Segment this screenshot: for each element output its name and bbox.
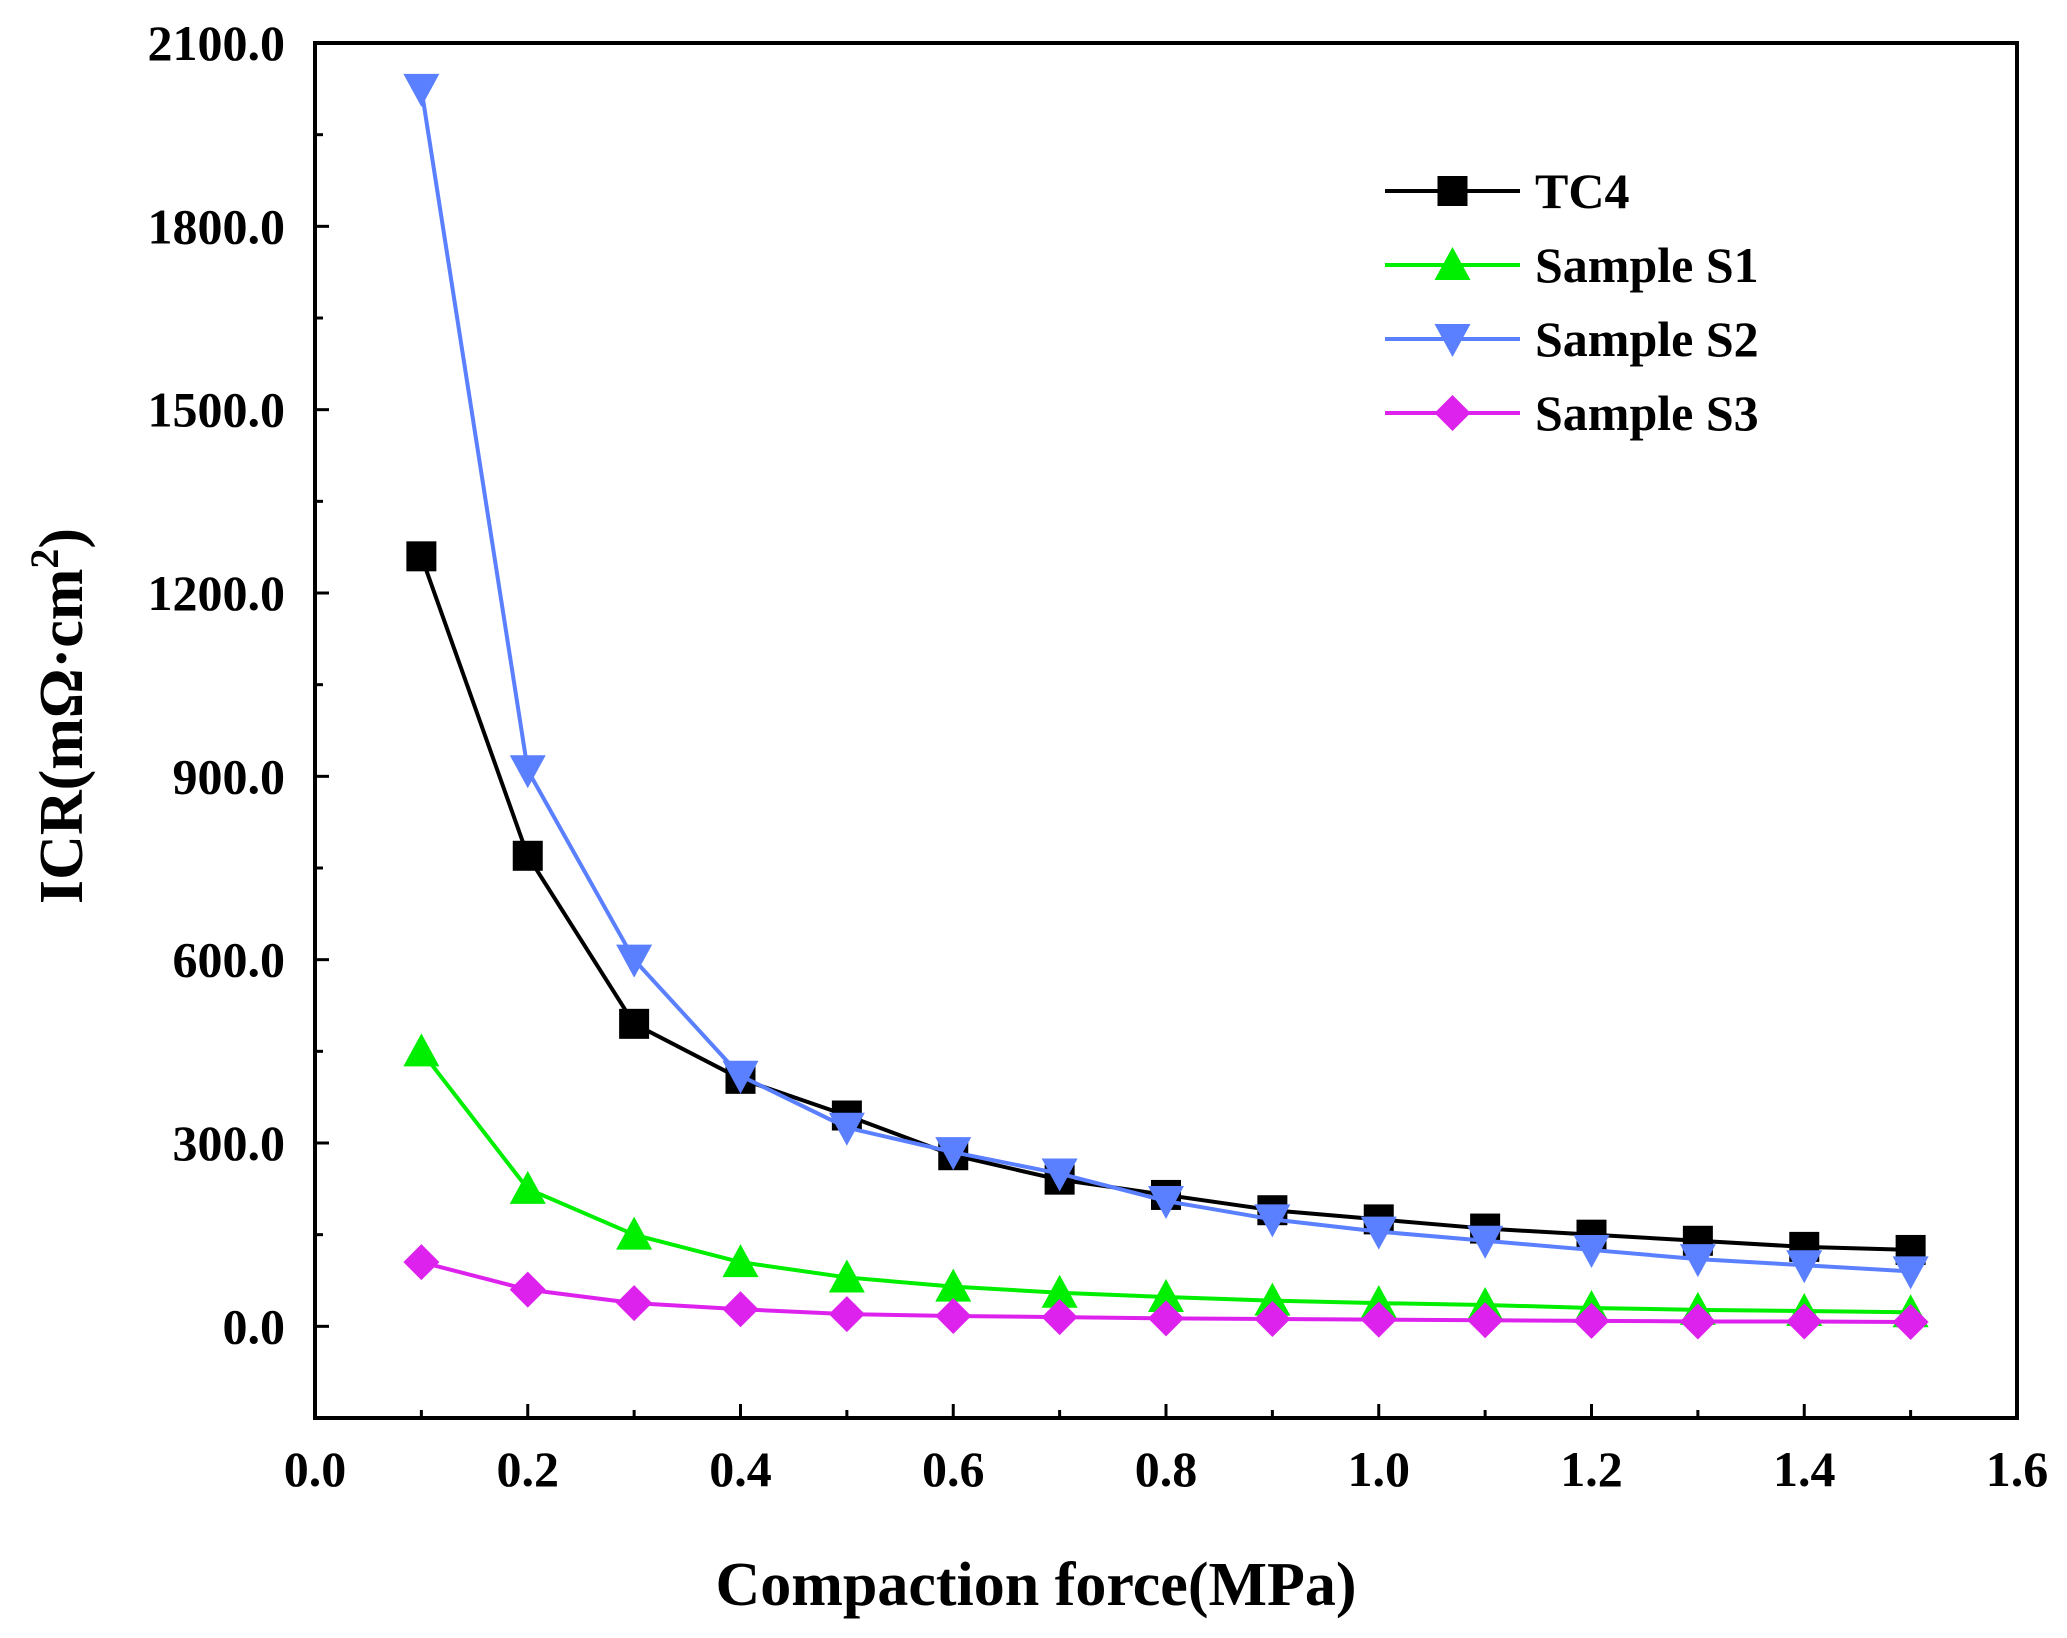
x-axis: 0.0 0.2 0.4 0.6 0.8 1.0 1.2 1.4 1.6 xyxy=(284,1404,2049,1497)
data-point-sample-s2 xyxy=(722,1060,759,1094)
x-tick-label: 0.4 xyxy=(709,1441,772,1497)
y-tick-label: 900.0 xyxy=(173,748,286,804)
x-tick-label: 0.0 xyxy=(284,1441,347,1497)
y-axis-title-close: ) xyxy=(28,528,96,549)
data-point-sample-s1 xyxy=(1254,1282,1291,1316)
data-point-sample-s2 xyxy=(1679,1244,1716,1278)
data-point-sample-s1 xyxy=(616,1216,653,1250)
data-point-sample-s2 xyxy=(1467,1225,1504,1259)
data-point-sample-s1 xyxy=(403,1033,440,1067)
x-tick-label: 0.2 xyxy=(497,1441,560,1497)
data-point-sample-s2 xyxy=(1786,1250,1823,1284)
y-axis: 0.0 300.0 600.0 900.0 1200.0 1500.0 1800.0 2100… xyxy=(148,15,329,1354)
data-point-sample-s2 xyxy=(1360,1216,1397,1250)
series-tc4 xyxy=(406,541,1926,1265)
y-tick-label: 1200.0 xyxy=(148,565,286,621)
series-layer xyxy=(403,73,1929,1341)
data-point-tc4 xyxy=(406,541,437,572)
data-point-sample-s3 xyxy=(935,1297,972,1334)
data-point-sample-s3 xyxy=(1254,1301,1291,1337)
legend-marker xyxy=(1434,395,1471,431)
series-sample-s3 xyxy=(403,1244,1929,1341)
data-point-sample-s2 xyxy=(1041,1158,1078,1192)
data-point-sample-s3 xyxy=(1573,1302,1610,1339)
data-point-sample-s3 xyxy=(1041,1299,1078,1336)
data-point-sample-s3 xyxy=(509,1271,546,1308)
legend-label: Sample S1 xyxy=(1535,237,1759,293)
legend-marker xyxy=(1437,176,1468,206)
legend-label: Sample S2 xyxy=(1535,311,1759,367)
y-tick-label: 1800.0 xyxy=(148,198,286,254)
data-point-sample-s2 xyxy=(616,944,653,978)
x-tick-label: 0.8 xyxy=(1135,1441,1198,1497)
data-point-sample-s3 xyxy=(616,1285,653,1322)
legend-label: Sample S3 xyxy=(1535,385,1759,441)
legend-item-sample-s2: Sample S2 xyxy=(1385,311,1759,367)
x-tick-label: 1.0 xyxy=(1348,1441,1411,1497)
y-tick-label: 0.0 xyxy=(223,1298,286,1354)
y-tick-label: 300.0 xyxy=(173,1115,286,1171)
data-point-sample-s3 xyxy=(1786,1303,1823,1340)
data-point-sample-s2 xyxy=(509,755,546,789)
legend-marker xyxy=(1434,247,1471,280)
data-point-sample-s2 xyxy=(403,73,440,107)
data-point-sample-s3 xyxy=(1360,1301,1397,1338)
data-point-sample-s2 xyxy=(935,1137,972,1171)
data-point-sample-s1 xyxy=(1148,1279,1184,1312)
data-point-sample-s3 xyxy=(828,1296,865,1333)
y-tick-label: 2100.0 xyxy=(148,15,286,71)
y-axis-title-main: ICR(mΩ·cm xyxy=(28,569,96,904)
legend: TC4 Sample S1 Sample S2 Sample S3 xyxy=(1385,163,1759,441)
y-axis-title: ICR(mΩ·cm2) xyxy=(22,528,96,904)
legend-label: TC4 xyxy=(1535,163,1629,219)
y-tick-label: 1500.0 xyxy=(148,382,286,438)
data-point-sample-s1 xyxy=(935,1268,972,1302)
data-point-tc4 xyxy=(512,840,543,871)
data-point-sample-s2 xyxy=(1254,1204,1291,1238)
data-point-sample-s3 xyxy=(1148,1300,1184,1337)
legend-marker xyxy=(1434,324,1471,357)
legend-item-tc4: TC4 xyxy=(1385,163,1629,219)
data-point-tc4 xyxy=(619,1008,650,1039)
series-line-tc4 xyxy=(419,555,1911,1252)
data-point-sample-s1 xyxy=(509,1170,546,1204)
data-point-sample-s2 xyxy=(1892,1256,1929,1290)
x-axis-title: Compaction force(MPa) xyxy=(715,1551,1356,1619)
x-tick-label: 1.4 xyxy=(1773,1441,1836,1497)
data-point-sample-s3 xyxy=(1467,1302,1504,1339)
data-point-sample-s1 xyxy=(1041,1274,1078,1308)
data-point-sample-s2 xyxy=(1148,1186,1184,1220)
data-point-sample-s1 xyxy=(828,1259,865,1293)
data-point-sample-s2 xyxy=(828,1112,865,1146)
x-tick-label: 1.6 xyxy=(1986,1441,2049,1497)
legend-item-sample-s1: Sample S1 xyxy=(1385,237,1759,293)
x-tick-label: 1.2 xyxy=(1560,1441,1623,1497)
data-point-sample-s3 xyxy=(1679,1303,1716,1340)
legend-item-sample-s3: Sample S3 xyxy=(1385,385,1759,441)
x-tick-label: 0.6 xyxy=(922,1441,985,1497)
series-sample-s2 xyxy=(403,73,1929,1290)
data-point-sample-s1 xyxy=(722,1244,759,1278)
data-point-sample-s3 xyxy=(1892,1304,1929,1341)
data-point-sample-s3 xyxy=(722,1291,759,1328)
y-tick-label: 600.0 xyxy=(173,932,286,988)
data-point-sample-s2 xyxy=(1573,1234,1610,1268)
data-point-sample-s3 xyxy=(403,1244,440,1281)
y-axis-title-superscript: 2 xyxy=(22,549,67,569)
